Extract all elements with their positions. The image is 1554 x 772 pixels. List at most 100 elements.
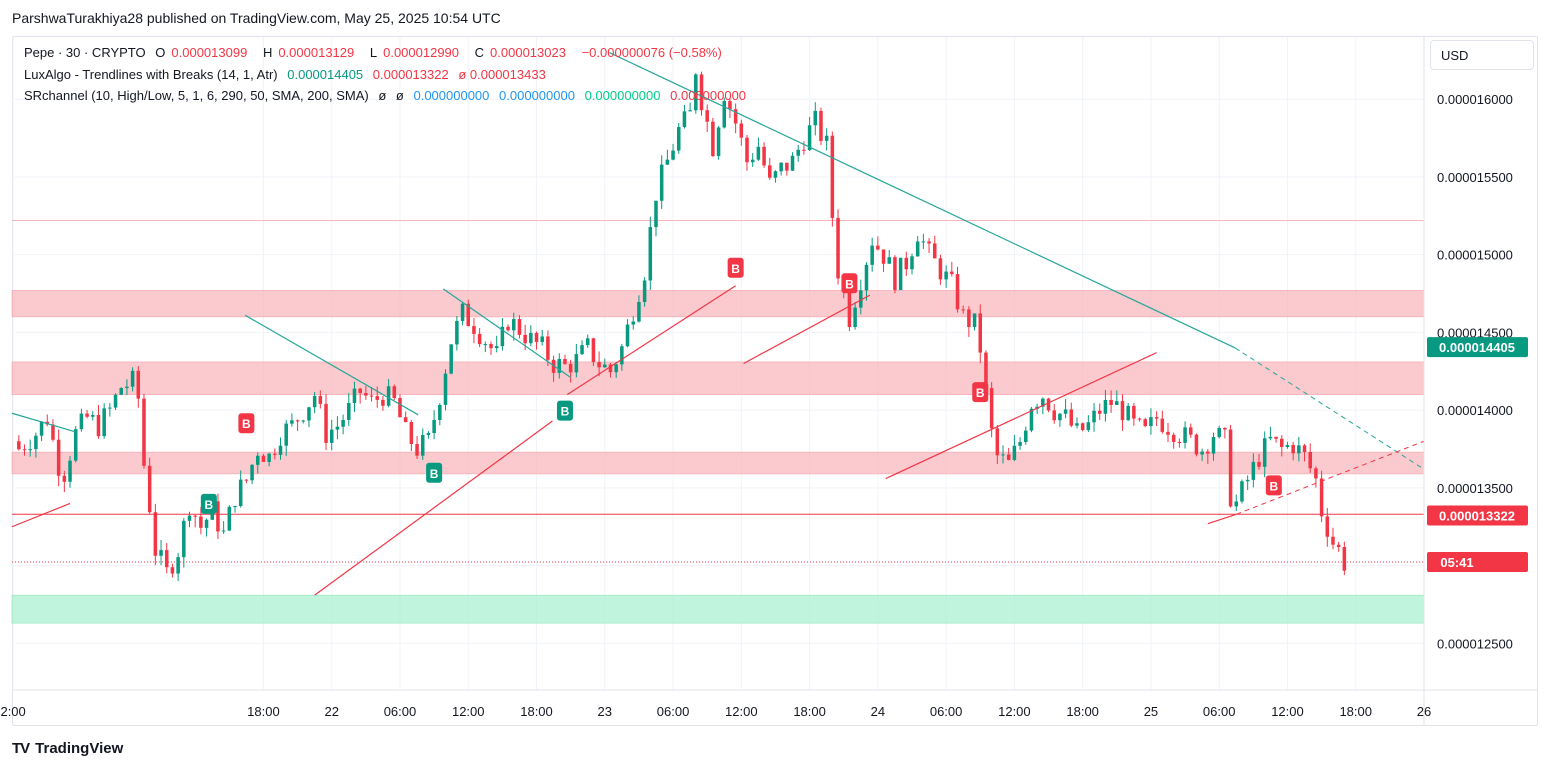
support-trendline xyxy=(1207,513,1237,525)
candle-body xyxy=(392,386,397,398)
candle-body xyxy=(1234,501,1239,507)
candle-body xyxy=(51,424,55,440)
candle-body xyxy=(614,364,618,373)
candle-body xyxy=(1319,478,1324,517)
indicator-2-value-4: 0.000000000 xyxy=(670,88,747,103)
candle-body xyxy=(494,346,499,349)
indicator-1-value-3: ø 0.000013433 xyxy=(458,67,546,82)
ohlc-low: L 0.000012990 xyxy=(369,45,460,60)
candle-body xyxy=(1336,544,1341,548)
resistance-trendline xyxy=(442,288,571,378)
candle-body xyxy=(523,334,527,344)
candle-body xyxy=(352,388,357,403)
candle-body xyxy=(102,408,106,437)
candle-body xyxy=(56,439,61,476)
candle-body xyxy=(290,420,294,424)
candle-body xyxy=(432,419,436,434)
candle-body xyxy=(796,149,800,156)
candle-body xyxy=(813,110,818,126)
candle-body xyxy=(1291,444,1295,454)
candle-body xyxy=(711,121,715,157)
candle-body xyxy=(1297,445,1301,454)
candle-body xyxy=(512,319,516,331)
candle-body xyxy=(750,159,755,163)
ohlc-change: −0.000000076 (−0.58%) xyxy=(581,45,722,60)
candle-body xyxy=(39,421,44,436)
candle-body xyxy=(125,386,129,389)
candle-body xyxy=(1143,419,1148,427)
indicator-1-name[interactable]: LuxAlgo - Trendlines with Breaks (14, 1,… xyxy=(24,67,278,82)
time-tick-label: 12:00 xyxy=(725,704,758,719)
candle-body xyxy=(1109,399,1113,405)
candle-body xyxy=(631,321,635,325)
symbol-name[interactable]: Pepe · 30 · CRYPTO xyxy=(24,45,146,60)
sr-zone xyxy=(11,594,1425,624)
candle-body xyxy=(642,280,647,302)
candle-body xyxy=(1251,461,1256,480)
candle-body xyxy=(347,402,351,421)
candle-body xyxy=(978,313,983,353)
candle-body xyxy=(278,445,283,455)
break-marker: B xyxy=(972,382,989,403)
candle-body xyxy=(529,332,533,344)
break-marker: B xyxy=(727,257,744,278)
candle-body xyxy=(335,426,340,430)
candle-body xyxy=(244,479,249,481)
candle-body xyxy=(944,271,948,280)
candle-body xyxy=(176,557,180,574)
candle-body xyxy=(227,506,232,531)
candle-body xyxy=(460,303,465,321)
candle-body xyxy=(193,515,197,517)
candle-body xyxy=(637,301,641,322)
candle-body xyxy=(1342,547,1347,571)
break-marker-label: B xyxy=(1269,479,1278,493)
candle-body xyxy=(1177,441,1182,443)
candle-body xyxy=(898,257,903,290)
candle-body xyxy=(1137,418,1142,420)
candle-body xyxy=(557,359,562,373)
tradingview-logo-mark: TV xyxy=(12,740,30,757)
candle-body xyxy=(204,519,209,528)
candle-body xyxy=(233,506,237,508)
candle-body xyxy=(1217,428,1221,438)
currency-button[interactable]: USD xyxy=(1430,40,1534,70)
candle-body xyxy=(398,397,402,418)
candle-body xyxy=(1200,451,1204,455)
candle-body xyxy=(830,135,835,218)
candle-body xyxy=(887,257,892,264)
ohlc-high: H 0.000013129 xyxy=(262,45,355,60)
legend-ohlc: Pepe · 30 · CRYPTO O 0.000013099 H 0.00001… xyxy=(24,45,728,60)
candle-body xyxy=(199,516,203,528)
time-tick-label: 23 xyxy=(598,704,612,719)
candle-body xyxy=(358,388,362,393)
candle-body xyxy=(364,392,368,396)
candle-body xyxy=(989,388,994,429)
trendlines xyxy=(11,52,1425,596)
candle-body xyxy=(443,373,448,405)
candle-body xyxy=(324,403,328,443)
tradingview-logo[interactable]: TV TradingView xyxy=(12,740,123,757)
candle-body xyxy=(876,245,880,250)
break-marker-box xyxy=(556,400,573,421)
candle-body xyxy=(847,291,852,328)
indicator-2-value-2: 0.000000000 xyxy=(499,88,575,103)
candle-body xyxy=(807,125,812,151)
candle-body xyxy=(762,146,766,166)
break-marker-box xyxy=(238,413,255,434)
price-label-box xyxy=(1427,505,1528,526)
candle-body xyxy=(546,336,550,360)
candle-body xyxy=(688,110,692,112)
candle-body xyxy=(386,386,391,406)
price-label-text: 0.000013322 xyxy=(1439,509,1515,524)
support-trendline xyxy=(11,502,71,528)
sr-zones xyxy=(11,290,1425,624)
candle-body xyxy=(147,465,152,513)
candle-body xyxy=(932,243,937,259)
indicator-2-name[interactable]: SRchannel (10, High/Low, 5, 1, 6, 290, 5… xyxy=(24,88,369,103)
time-tick-label: 2:00 xyxy=(0,704,25,719)
break-marker: B xyxy=(556,400,573,421)
time-tick-label: 26 xyxy=(1417,704,1431,719)
candle-body xyxy=(1171,434,1176,442)
candle-body xyxy=(164,550,169,568)
